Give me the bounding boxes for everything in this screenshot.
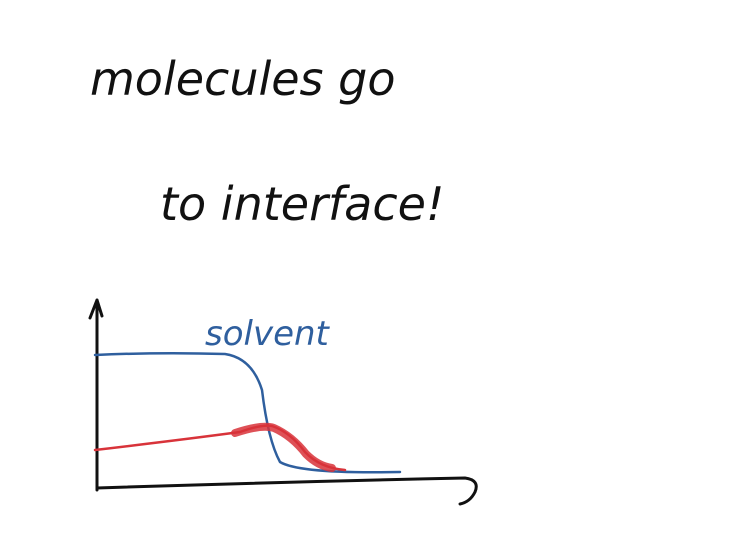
curve-label: solvent	[205, 314, 331, 354]
plot	[88, 298, 478, 506]
x-axis	[95, 476, 478, 506]
molecule-curve-emphasis	[231, 422, 336, 472]
solvent-curve	[93, 351, 402, 474]
handwritten-line: to interface!	[160, 177, 444, 231]
y-axis	[88, 298, 104, 492]
handwritten-line: molecules go	[90, 52, 396, 106]
